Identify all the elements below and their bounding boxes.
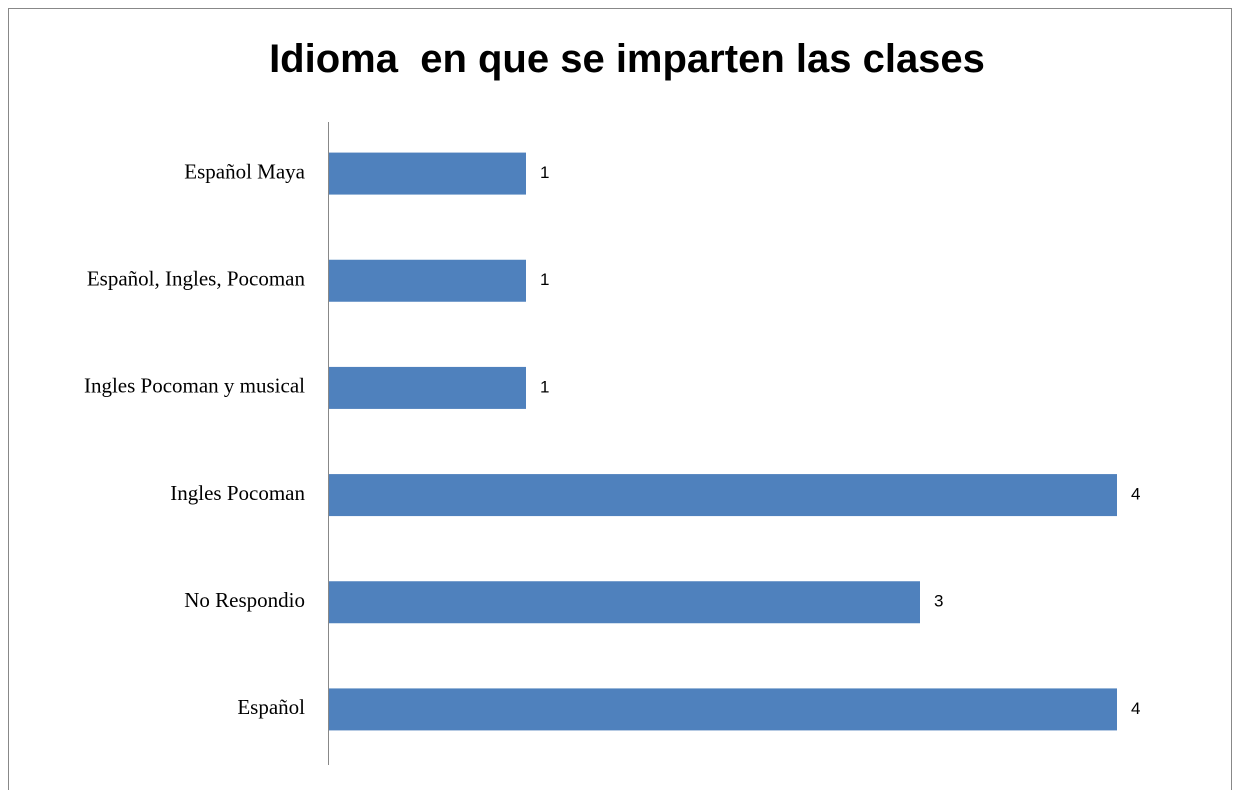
data-label: 4 bbox=[1131, 699, 1140, 718]
bar bbox=[329, 259, 526, 302]
category-label: Español, Ingles, Pocoman bbox=[87, 267, 306, 291]
bar bbox=[329, 474, 1117, 517]
category-label: Español bbox=[237, 695, 305, 719]
data-label: 1 bbox=[540, 270, 549, 289]
bar bbox=[329, 688, 1117, 731]
category-label: Español Maya bbox=[184, 159, 305, 183]
category-label: Ingles Pocoman y musical bbox=[84, 374, 305, 398]
data-label: 4 bbox=[1131, 485, 1140, 504]
category-label: No Respondio bbox=[184, 588, 305, 612]
bar bbox=[329, 152, 526, 195]
bar bbox=[329, 366, 526, 409]
bar bbox=[329, 581, 920, 624]
data-label: 1 bbox=[540, 163, 549, 182]
data-label: 1 bbox=[540, 377, 549, 396]
category-label: Ingles Pocoman bbox=[170, 481, 305, 505]
chart-title: Idioma en que se imparten las clases bbox=[269, 37, 985, 81]
data-label: 3 bbox=[934, 592, 943, 611]
chart-frame bbox=[8, 8, 1232, 790]
